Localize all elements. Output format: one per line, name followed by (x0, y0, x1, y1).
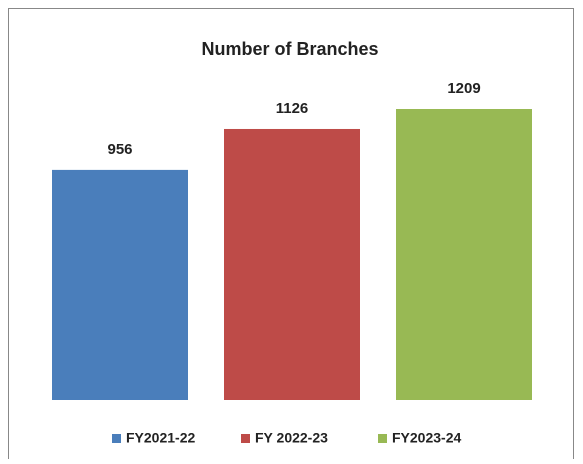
bar (52, 169, 188, 400)
legend-label: FY2021-22 (126, 430, 195, 446)
legend-label: FY2023-24 (392, 430, 461, 446)
bar (396, 109, 532, 400)
legend-swatch (241, 434, 250, 443)
chart-title: Number of Branches (201, 39, 378, 59)
legend-label: FY 2022-23 (255, 430, 328, 446)
legend-swatch (378, 434, 387, 443)
data-label: 956 (107, 141, 132, 158)
data-label: 1209 (447, 80, 480, 97)
legend-swatch (112, 434, 121, 443)
bar (224, 128, 360, 400)
data-label: 1126 (276, 100, 309, 117)
